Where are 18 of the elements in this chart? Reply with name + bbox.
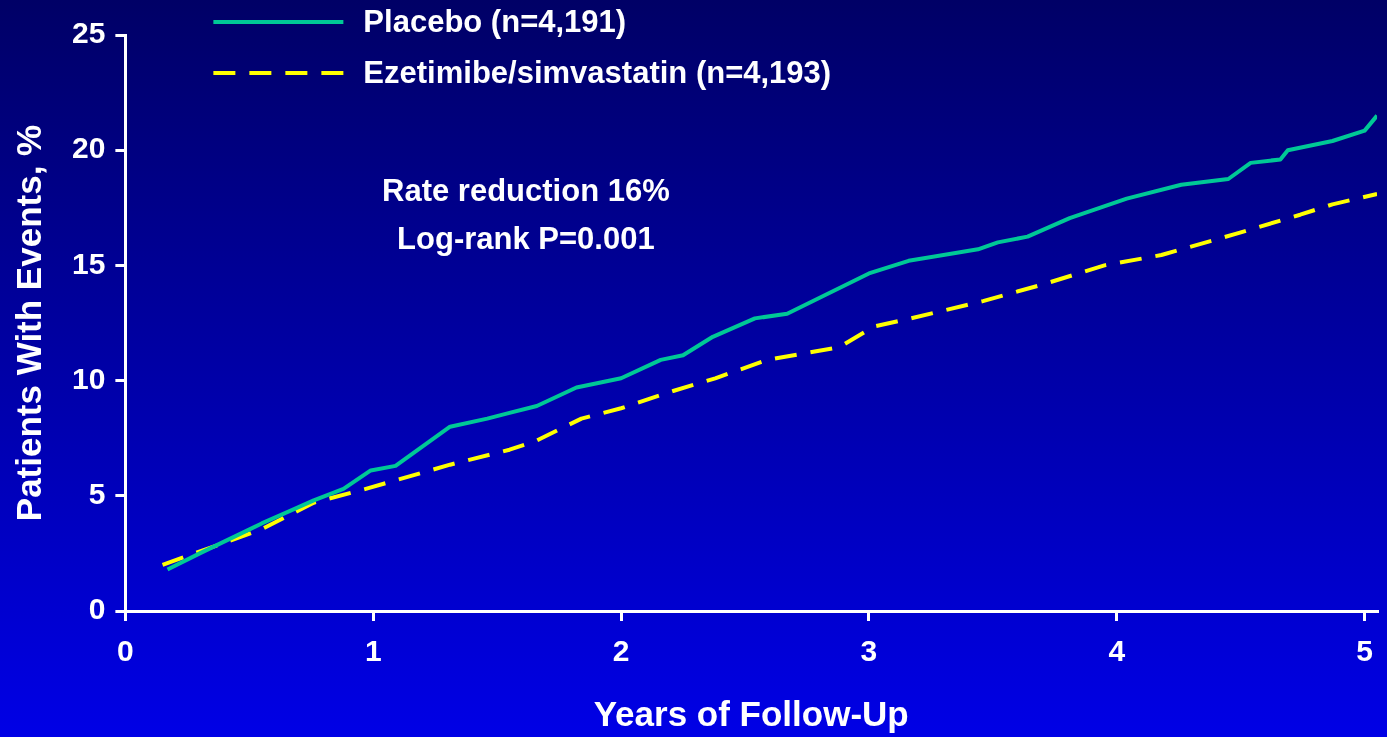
x-tick-label: 5: [1356, 634, 1373, 668]
legend-label: Ezetimibe/simvastatin (n=4,193): [363, 54, 832, 90]
annotation: Rate reduction 16%: [382, 172, 670, 208]
y-tick-label: 20: [71, 131, 106, 165]
y-tick-label: 0: [88, 592, 106, 626]
annotation: Log-rank P=0.001: [397, 220, 655, 256]
x-tick-label: 1: [364, 634, 382, 668]
x-axis-title: Years of Follow-Up: [593, 693, 909, 733]
x-tick-label: 4: [1108, 634, 1126, 668]
y-axis-title: Patients With Events, %: [8, 124, 48, 522]
y-tick-label: 25: [71, 16, 106, 50]
y-tick-label: 10: [71, 361, 106, 395]
x-tick-label: 0: [117, 634, 134, 668]
y-tick-label: 5: [88, 477, 106, 511]
x-tick-label: 2: [612, 634, 630, 668]
legend-label: Placebo (n=4,191): [363, 3, 627, 39]
x-tick-label: 3: [860, 634, 878, 668]
y-tick-label: 15: [71, 246, 106, 280]
